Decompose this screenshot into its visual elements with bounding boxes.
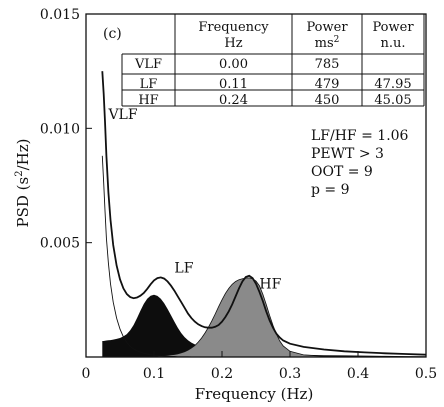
curve-label-lf: LF: [174, 260, 193, 276]
plot-frame: [85, 13, 427, 358]
table-cell: 0.00: [219, 57, 248, 72]
panel-label: (c): [103, 26, 122, 42]
curve-label-hf: HF: [259, 276, 281, 292]
lf-area: [102, 294, 427, 357]
table-header-unit: Hz: [224, 36, 242, 51]
table-header: Frequency: [198, 20, 269, 35]
table-cell: LF: [140, 77, 158, 92]
table-cell: VLF: [134, 57, 162, 72]
annotation-line: LF/HF = 1.06: [311, 128, 409, 144]
table-cell: HF: [138, 93, 158, 108]
curve-labels: VLF LF HF: [107, 107, 281, 292]
y-tick-label: 0.005: [40, 236, 80, 252]
y-tick-label: 0.010: [40, 121, 80, 137]
table-cell: 0.11: [219, 77, 248, 92]
y-tick-label: 0.015: [40, 7, 80, 23]
index-annotations: LF/HF = 1.06 PEWT > 3 OOT = 9 p = 9: [311, 128, 409, 198]
x-tick-label: 0.2: [211, 366, 233, 382]
axis-ticks: [86, 13, 359, 357]
annotation-line: OOT = 9: [311, 164, 373, 180]
table-cell: 785: [315, 57, 340, 72]
x-tick-label: 0.1: [143, 366, 165, 382]
x-tick-label: 0.5: [415, 366, 437, 382]
y-axis-title: PSD (s2/Hz): [14, 139, 32, 228]
table-header: Power: [372, 20, 414, 35]
x-tick-label: 0.4: [347, 366, 369, 382]
x-axis-title: Frequency (Hz): [195, 385, 314, 403]
curve-label-vlf: VLF: [107, 107, 137, 123]
table-header-unit: ms2: [315, 35, 340, 51]
table-cell: 479: [315, 77, 340, 92]
annotation-line: PEWT > 3: [311, 146, 384, 162]
table-header: Power: [306, 20, 348, 35]
table-cell: 45.05: [374, 93, 411, 108]
table-cell: 450: [315, 93, 340, 108]
table-cell: 47.95: [374, 77, 411, 92]
x-tick-label: 0: [82, 366, 91, 382]
x-tick-label: 0.3: [279, 366, 301, 382]
table-cell: 0.24: [219, 93, 248, 108]
annotation-line: p = 9: [311, 182, 350, 198]
total-psd-line: [101, 71, 427, 356]
table-header-unit: n.u.: [380, 36, 405, 51]
axis-tick-labels: 0 0.1 0.2 0.3 0.4 0.5 0.005 0.010 0.015: [40, 7, 437, 382]
